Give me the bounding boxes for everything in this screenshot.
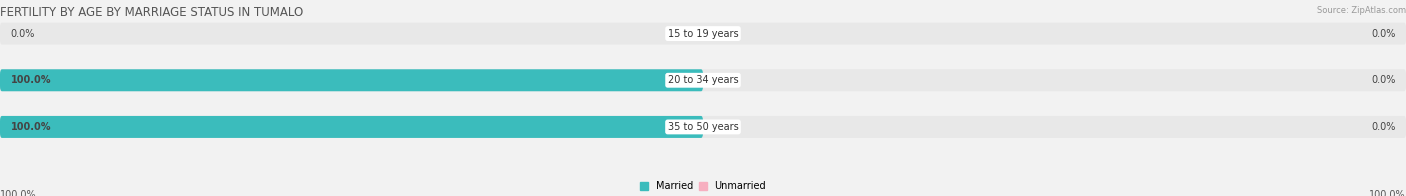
Text: 0.0%: 0.0% (1371, 122, 1395, 132)
Text: 20 to 34 years: 20 to 34 years (668, 75, 738, 85)
Text: 100.0%: 100.0% (10, 122, 51, 132)
Text: 100.0%: 100.0% (1369, 190, 1406, 196)
Text: 0.0%: 0.0% (1371, 75, 1395, 85)
Text: Source: ZipAtlas.com: Source: ZipAtlas.com (1317, 6, 1406, 15)
Legend: Married, Unmarried: Married, Unmarried (640, 181, 766, 191)
FancyBboxPatch shape (0, 69, 1406, 91)
Text: 15 to 19 years: 15 to 19 years (668, 29, 738, 39)
FancyBboxPatch shape (0, 69, 703, 91)
Text: 0.0%: 0.0% (1371, 29, 1395, 39)
FancyBboxPatch shape (0, 116, 703, 138)
FancyBboxPatch shape (0, 23, 1406, 45)
Text: 100.0%: 100.0% (10, 75, 51, 85)
Text: 35 to 50 years: 35 to 50 years (668, 122, 738, 132)
Text: FERTILITY BY AGE BY MARRIAGE STATUS IN TUMALO: FERTILITY BY AGE BY MARRIAGE STATUS IN T… (0, 6, 304, 19)
Text: 100.0%: 100.0% (0, 190, 37, 196)
FancyBboxPatch shape (0, 116, 1406, 138)
Text: 0.0%: 0.0% (10, 29, 35, 39)
